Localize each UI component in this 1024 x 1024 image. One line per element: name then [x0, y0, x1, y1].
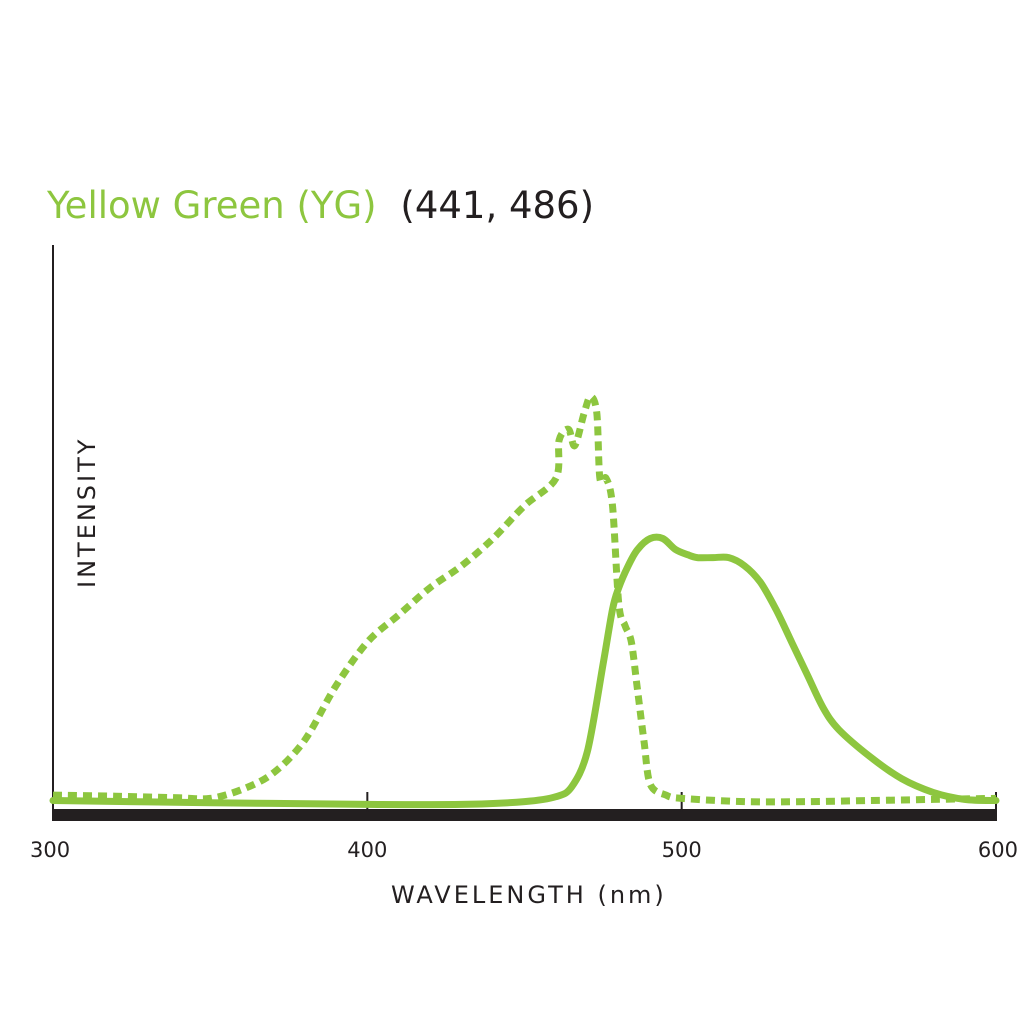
- chart-title: Yellow Green (YG) (441, 486): [46, 184, 594, 227]
- x-axis-bar: [52, 809, 997, 821]
- x-tick-label: 500: [662, 838, 702, 862]
- title-peak-values: (441, 486): [400, 184, 594, 227]
- x-tick-label: 300: [30, 838, 70, 862]
- x-axis-label: WAVELENGTH (nm): [391, 881, 667, 909]
- x-tick-label: 400: [347, 838, 387, 862]
- x-tick-labels: 300 400 500 600: [30, 838, 1018, 862]
- series-layer: [49, 393, 1000, 809]
- title-series-name: Yellow Green (YG): [46, 184, 377, 227]
- x-tick-label: 600: [978, 838, 1018, 862]
- series-line-solid: [49, 533, 1000, 809]
- series-line-dotted: [52, 393, 997, 806]
- y-axis-label: INTENSITY: [73, 437, 101, 588]
